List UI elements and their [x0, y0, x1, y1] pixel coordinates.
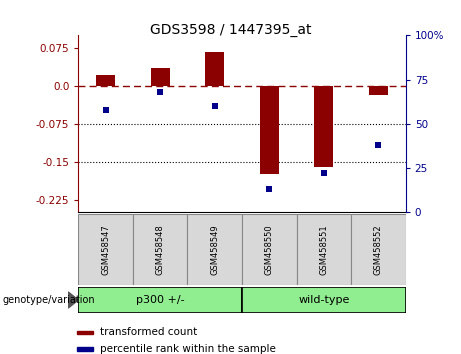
FancyBboxPatch shape — [351, 214, 406, 285]
Text: GDS3598 / 1447395_at: GDS3598 / 1447395_at — [150, 23, 311, 37]
Bar — [77, 331, 93, 334]
Text: p300 +/-: p300 +/- — [136, 295, 184, 305]
Text: genotype/variation: genotype/variation — [2, 295, 95, 305]
FancyBboxPatch shape — [78, 287, 242, 313]
Text: GSM458547: GSM458547 — [101, 224, 110, 275]
Text: GSM458552: GSM458552 — [374, 224, 383, 275]
Bar — [314, 86, 333, 167]
Text: GSM458548: GSM458548 — [156, 224, 165, 275]
FancyBboxPatch shape — [188, 214, 242, 285]
Text: transformed count: transformed count — [100, 327, 198, 337]
Text: percentile rank within the sample: percentile rank within the sample — [100, 344, 277, 354]
FancyBboxPatch shape — [133, 214, 188, 285]
Text: wild-type: wild-type — [298, 295, 349, 305]
Text: GSM458549: GSM458549 — [210, 224, 219, 275]
Text: GSM458551: GSM458551 — [319, 224, 328, 275]
Text: GSM458550: GSM458550 — [265, 224, 274, 275]
FancyBboxPatch shape — [242, 214, 296, 285]
FancyBboxPatch shape — [78, 214, 133, 285]
FancyBboxPatch shape — [296, 214, 351, 285]
Bar — [205, 52, 225, 86]
Bar — [96, 75, 115, 86]
Bar — [369, 86, 388, 95]
FancyBboxPatch shape — [242, 287, 406, 313]
Bar — [260, 86, 279, 175]
Bar — [151, 68, 170, 86]
Polygon shape — [68, 292, 78, 308]
Bar — [77, 347, 93, 350]
